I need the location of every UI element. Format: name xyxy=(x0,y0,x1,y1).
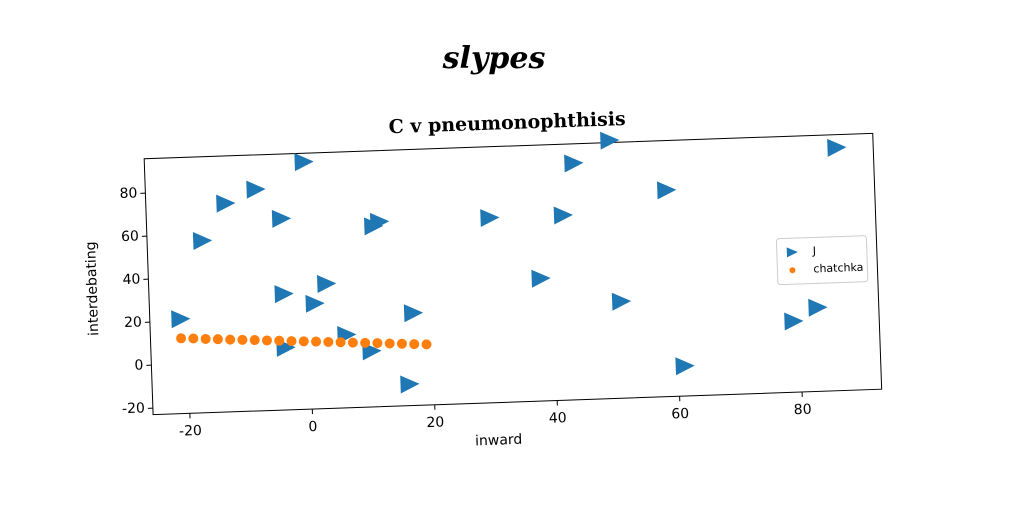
point xyxy=(311,336,321,346)
point xyxy=(294,152,314,171)
heading: slypes xyxy=(442,41,546,76)
point xyxy=(250,335,260,345)
point xyxy=(348,337,358,347)
point xyxy=(400,375,420,394)
point xyxy=(225,334,235,344)
plot-frame xyxy=(144,133,881,414)
point xyxy=(385,338,395,348)
point xyxy=(171,310,191,329)
point xyxy=(421,339,431,349)
point xyxy=(237,335,247,345)
point xyxy=(323,337,333,347)
point xyxy=(274,284,294,303)
point xyxy=(564,154,584,173)
y-tick-label: 80 xyxy=(119,185,137,202)
point xyxy=(404,304,424,323)
point xyxy=(246,180,266,199)
y-tick-label: -20 xyxy=(122,400,145,417)
chart-title: C v pneumonophthisis xyxy=(388,108,626,138)
point xyxy=(262,335,272,345)
legend-label: J xyxy=(812,244,817,257)
y-axis-label: interdebating xyxy=(83,241,102,336)
point xyxy=(480,208,500,227)
point xyxy=(827,138,847,157)
point xyxy=(657,181,677,200)
point xyxy=(200,334,210,344)
point xyxy=(612,292,632,311)
x-tick-label: 20 xyxy=(426,414,444,431)
point xyxy=(213,334,223,344)
y-tick-label: 40 xyxy=(122,271,140,288)
point xyxy=(784,312,804,331)
x-axis-label: inward xyxy=(475,432,523,450)
x-tick-label: 60 xyxy=(671,406,689,423)
point xyxy=(188,333,198,343)
y-tick-label: 0 xyxy=(134,357,143,373)
point xyxy=(554,206,574,225)
y-tick-label: 60 xyxy=(121,228,139,245)
point xyxy=(531,269,551,288)
point xyxy=(675,357,695,376)
point xyxy=(372,338,382,348)
point xyxy=(216,194,236,213)
x-tick-label: -20 xyxy=(179,423,202,440)
point xyxy=(600,131,620,150)
legend-label: chatchka xyxy=(813,261,863,276)
point xyxy=(193,231,213,250)
x-tick-label: 80 xyxy=(794,402,812,419)
point xyxy=(317,274,337,293)
x-tick-label: 40 xyxy=(549,410,567,427)
x-tick-label: 0 xyxy=(308,419,317,435)
point xyxy=(397,339,407,349)
point xyxy=(176,333,186,343)
point xyxy=(370,212,390,231)
point xyxy=(272,209,292,228)
chart: C v pneumonophthisis -20 0 20 40 60 80 -20 0 20 4… xyxy=(79,99,883,462)
point xyxy=(409,339,419,349)
point xyxy=(299,336,309,346)
point xyxy=(808,298,828,317)
y-tick-label: 20 xyxy=(124,314,142,331)
point xyxy=(305,294,325,313)
